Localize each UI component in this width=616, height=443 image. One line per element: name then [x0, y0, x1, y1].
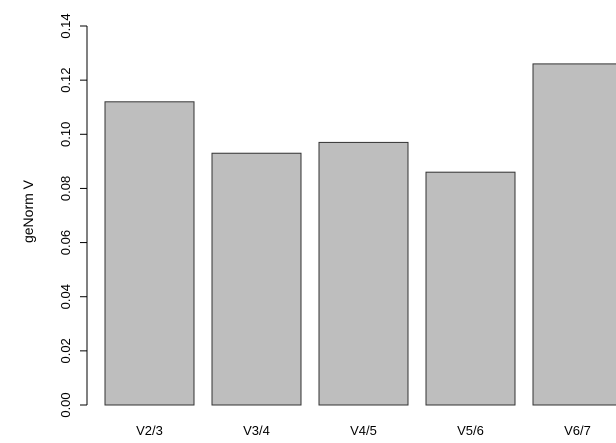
bar-v2-3	[104, 101, 195, 406]
x-axis-labels: V2/3 V3/4 V4/5 V5/6 V6/7	[136, 423, 591, 438]
y-tick-label: 0.00	[58, 392, 73, 417]
x-category-label: V2/3	[136, 423, 163, 438]
y-tick-label: 0.12	[58, 67, 73, 92]
y-tick-label: 0.06	[58, 230, 73, 255]
y-tick-label: 0.08	[58, 176, 73, 201]
bar-v4-5	[318, 141, 409, 406]
x-category-label: V6/7	[564, 423, 591, 438]
y-tick-label: 0.04	[58, 284, 73, 309]
y-tick-label: 0.10	[58, 122, 73, 147]
y-axis-title: geNorm V	[20, 179, 36, 243]
x-category-label: V3/4	[243, 423, 270, 438]
y-tick-label: 0.14	[58, 13, 73, 38]
bar-v6-7	[532, 63, 616, 406]
y-tick-label: 0.02	[58, 338, 73, 363]
bar-v5-6	[425, 171, 516, 406]
x-category-label: V5/6	[457, 423, 484, 438]
y-axis: 0.00 0.02 0.04 0.06 0.08 0.10 0.12 0.14	[58, 13, 88, 418]
bar-series	[104, 63, 616, 406]
x-category-label: V4/5	[350, 423, 377, 438]
bar-v3-4	[211, 152, 302, 406]
